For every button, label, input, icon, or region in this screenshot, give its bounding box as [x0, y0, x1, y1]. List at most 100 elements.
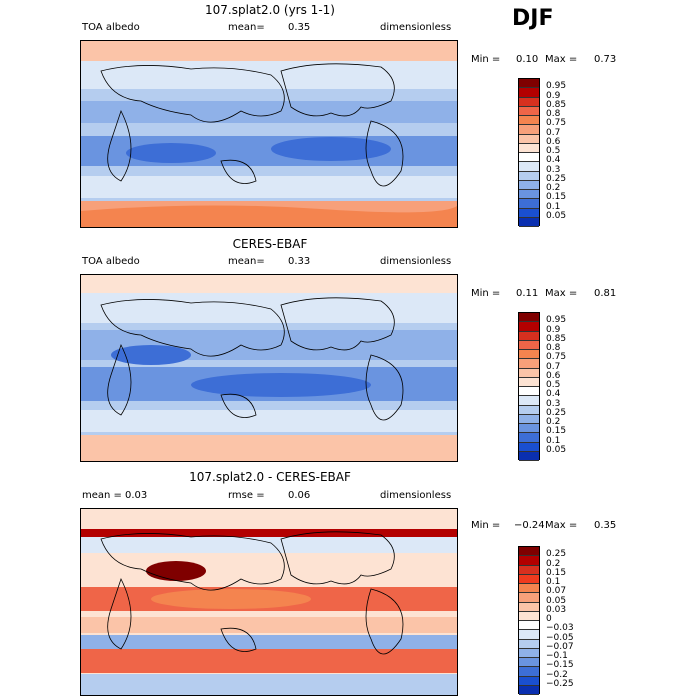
panel3-mean-label: mean = — [82, 490, 122, 501]
panel1-mean-value: 0.35 — [288, 22, 311, 33]
colorbar-tick-label: 0.9 — [546, 324, 561, 335]
colorbar-tick-label: −0.1 — [546, 651, 568, 661]
panel3-min-label: Min = — [471, 520, 501, 531]
colorbar-cell — [519, 97, 539, 107]
panel3-units: dimensionless — [380, 490, 452, 501]
colorbar-cell — [519, 106, 539, 116]
panel2-mean-label: mean= — [228, 256, 265, 267]
panel1-left-label: TOA albedo — [82, 22, 140, 33]
colorbar-cell — [519, 621, 539, 631]
panel1-min-value: 0.10 — [516, 54, 539, 65]
colorbar-cell — [519, 442, 539, 452]
panel3-max-value: 0.35 — [594, 520, 617, 531]
colorbar-tick-label: 0.05 — [546, 210, 567, 221]
panel1-map-svg — [81, 41, 457, 227]
colorbar-tick-label: 0.7 — [546, 127, 561, 138]
colorbar-tick-label: −0.15 — [546, 660, 574, 671]
panel3-max-label: Max = — [545, 520, 578, 531]
colorbar-tick-label: 0.4 — [546, 155, 561, 166]
panel2-min-value: 0.11 — [516, 288, 539, 299]
colorbar-cell — [519, 153, 539, 163]
colorbar-cell — [519, 368, 539, 378]
colorbar-tick-label: 0.85 — [546, 333, 567, 344]
colorbar-tick-label: 0.1 — [546, 201, 561, 212]
colorbar-cell — [519, 217, 539, 227]
colorbar-cell — [519, 331, 539, 341]
panel3-rmse-label: rmse = — [228, 490, 265, 501]
colorbar-cell — [519, 199, 539, 209]
colorbar-cell — [519, 180, 539, 190]
panel1-colorbar — [518, 78, 540, 227]
colorbar-tick-label: 0.75 — [546, 352, 567, 363]
colorbar-cell — [519, 377, 539, 387]
colorbar-tick-label: 0.25 — [546, 549, 567, 560]
colorbar-cell — [519, 574, 539, 584]
colorbar-cell — [519, 208, 539, 218]
colorbar-tick-label: 0.1 — [546, 577, 561, 587]
colorbar-tick-label: 0.3 — [546, 164, 561, 175]
colorbar-cell — [519, 602, 539, 612]
panel2-units: dimensionless — [380, 256, 452, 267]
colorbar-tick-label: 0.7 — [546, 361, 561, 372]
colorbar-cell — [519, 134, 539, 144]
panel2-left-label: TOA albedo — [82, 256, 140, 267]
colorbar-cell — [519, 667, 539, 677]
colorbar-tick-label: 0.85 — [546, 99, 567, 110]
panel2-colorbar — [518, 312, 540, 461]
colorbar-tick-label: 0.8 — [546, 343, 561, 353]
colorbar-tick-label: −0.03 — [546, 623, 574, 634]
panel3-min-value: −0.24 — [514, 520, 545, 531]
colorbar-tick-label: 0.2 — [546, 558, 561, 569]
colorbar-cell — [519, 171, 539, 181]
colorbar-cell — [519, 451, 539, 461]
colorbar-tick-label: 0.8 — [546, 109, 561, 119]
colorbar-tick-label: 0.25 — [546, 173, 567, 184]
colorbar-tick-label: 0 — [546, 614, 552, 624]
colorbar-cell — [519, 359, 539, 369]
colorbar-tick-label: 0.95 — [546, 315, 567, 326]
colorbar-tick-label: 0.07 — [546, 586, 567, 597]
panel3-title: 107.splat2.0 - CERES-EBAF — [189, 470, 351, 484]
colorbar-tick-label: 0.1 — [546, 435, 561, 446]
panel1-max-value: 0.73 — [594, 54, 617, 65]
panel1-title: 107.splat2.0 (yrs 1-1) — [205, 3, 335, 17]
colorbar-cell — [519, 611, 539, 621]
colorbar-tick-label: 0.15 — [546, 426, 567, 437]
panel3-mean-value: 0.03 — [125, 490, 148, 501]
colorbar-cell — [519, 414, 539, 424]
colorbar-tick-label: 0.6 — [546, 136, 561, 147]
colorbar-cell — [519, 630, 539, 640]
colorbar-tick-label: 0.03 — [546, 604, 567, 615]
colorbar-tick-label: 0.3 — [546, 398, 561, 409]
panel1-map — [80, 40, 458, 228]
colorbar-tick-label: −0.25 — [546, 678, 574, 689]
panel2-max-label: Max = — [545, 288, 578, 299]
colorbar-cell — [519, 648, 539, 658]
colorbar-cell — [519, 350, 539, 360]
colorbar-tick-label: −0.2 — [546, 669, 568, 680]
season-label: DJF — [512, 6, 554, 31]
colorbar-cell — [519, 593, 539, 603]
colorbar-tick-label: 0.05 — [546, 444, 567, 455]
colorbar-cell — [519, 396, 539, 406]
panel2-min-label: Min = — [471, 288, 501, 299]
colorbar-tick-label: 0.25 — [546, 407, 567, 418]
colorbar-tick-label: 0.75 — [546, 118, 567, 129]
colorbar-cell — [519, 424, 539, 434]
colorbar-tick-label: 0.2 — [546, 183, 561, 193]
colorbar-cell — [519, 79, 539, 89]
panel1-mean-label: mean= — [228, 22, 265, 33]
colorbar-cell — [519, 190, 539, 200]
colorbar-cell — [519, 433, 539, 443]
panel3-rmse-value: 0.06 — [288, 490, 311, 501]
colorbar-tick-label: 0.15 — [546, 567, 567, 578]
colorbar-cell — [519, 676, 539, 686]
colorbar-tick-label: 0.05 — [546, 595, 567, 606]
colorbar-tick-label: 0.5 — [546, 380, 561, 390]
colorbar-cell — [519, 143, 539, 153]
panel3-colorbar — [518, 546, 540, 695]
colorbar-tick-label: 0.4 — [546, 389, 561, 400]
colorbar-tick-label: 0.9 — [546, 90, 561, 101]
colorbar-cell — [519, 556, 539, 566]
colorbar-cell — [519, 322, 539, 332]
